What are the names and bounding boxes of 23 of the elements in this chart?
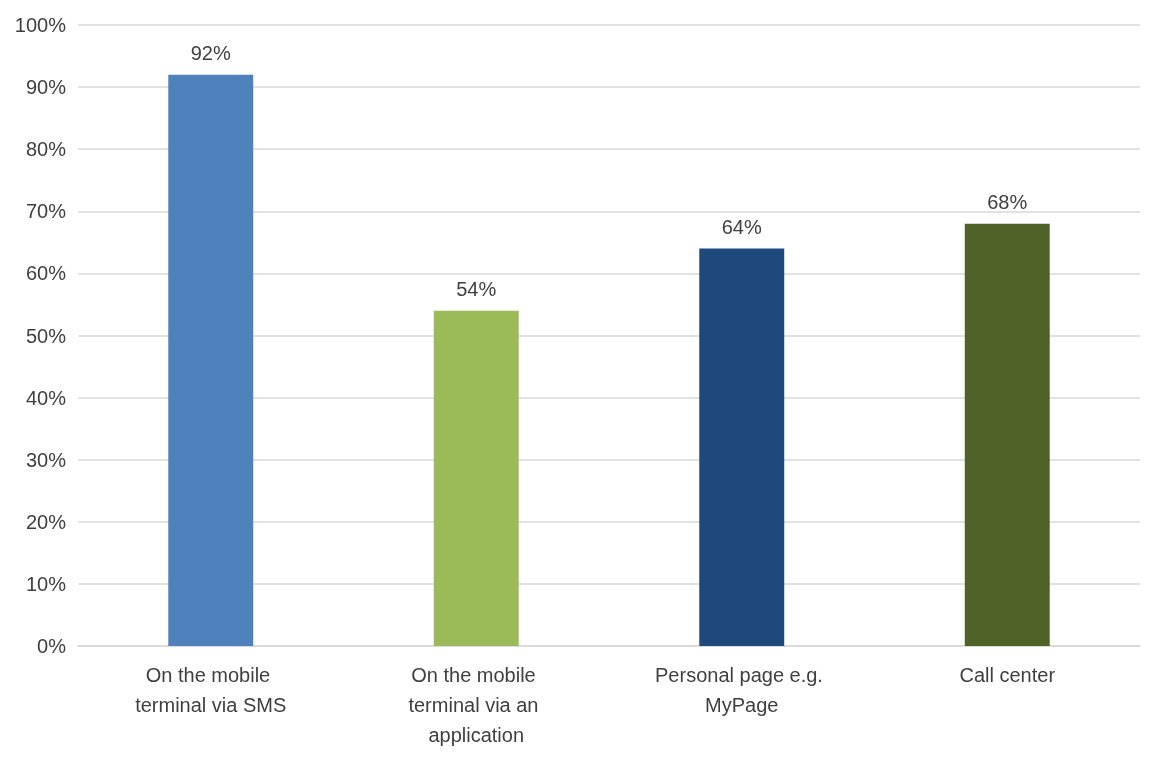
y-tick-label: 70% [25, 200, 67, 223]
data-label: 54% [456, 277, 497, 300]
bar [433, 310, 519, 646]
y-tick-label: 0% [37, 635, 67, 657]
data-label: 64% [721, 215, 762, 238]
x-tick-label: On the mobile terminal via SMS [135, 664, 287, 716]
data-label: 92% [190, 41, 231, 64]
y-tick-label: 30% [25, 448, 67, 471]
y-tick-label: 90% [25, 76, 67, 99]
x-tick-label: Personal page e.g. MyPage [655, 664, 829, 716]
y-tick-label: 20% [25, 510, 67, 533]
x-tick-label: On the mobile terminal via an application [408, 664, 545, 746]
data-label: 68% [987, 190, 1028, 213]
y-tick-label: 80% [25, 138, 67, 161]
x-tick-label: Call center [959, 664, 1056, 686]
y-tick-label: 60% [25, 262, 67, 285]
bar [168, 74, 254, 646]
bar [699, 248, 785, 646]
y-tick-label: 50% [25, 324, 67, 347]
y-tick-label: 10% [25, 572, 67, 595]
bar [964, 223, 1050, 646]
y-tick-label: 40% [25, 386, 67, 409]
y-tick-label: 100% [14, 14, 67, 36]
